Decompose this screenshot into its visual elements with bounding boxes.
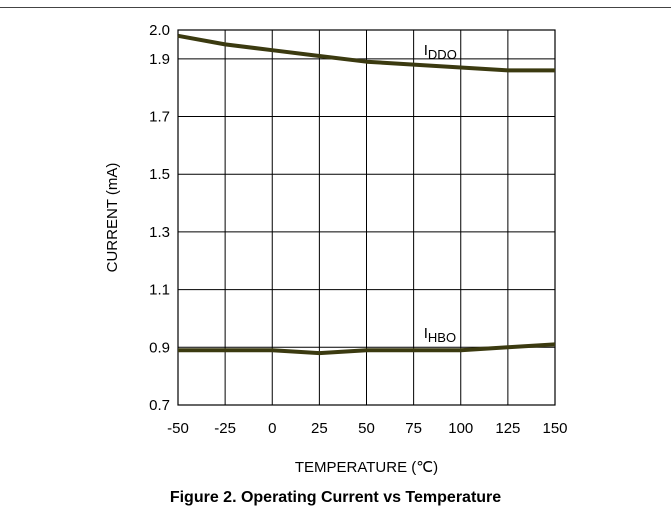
y-tick-label: 2.0 — [149, 22, 170, 39]
series-line-ddo — [177, 33, 555, 73]
chart-grid — [177, 29, 556, 406]
y-tick-label: 1.7 — [149, 109, 170, 126]
chart-ticks: -50 -25 0 25 50 75 100 125 150 0.7 0.9 1.1 1.3 1.5 1.7… — [149, 22, 567, 437]
y-axis-label: CURRENT (mA) — [104, 163, 121, 273]
x-axis-label: TEMPERATURE (℃) — [295, 459, 438, 476]
series-label-main: I — [424, 325, 428, 342]
figure-caption: Figure 2. Operating Current vs Temperatu… — [169, 489, 502, 506]
y-tick-label: 0.7 — [149, 397, 170, 414]
series-label-sub: HBO — [428, 330, 456, 345]
operating-current-chart: -50 -25 0 25 50 75 100 125 150 0.7 0.9 1.1 1.3 1.5 1.7… — [104, 22, 568, 476]
x-tick-label: 50 — [358, 420, 375, 437]
series-line-hbo — [178, 342, 556, 356]
x-tick-label: 150 — [542, 420, 567, 437]
y-tick-label: 1.3 — [149, 224, 170, 241]
x-tick-label: 0 — [268, 420, 276, 437]
top-rule — [0, 7, 671, 8]
chart-series — [177, 33, 556, 356]
series-label-ddo: IDDO — [424, 42, 457, 62]
y-tick-label: 0.9 — [149, 339, 170, 356]
x-tick-label: 100 — [448, 420, 473, 437]
x-tick-label: 25 — [311, 420, 328, 437]
x-tick-label: -50 — [167, 420, 189, 437]
series-label-main: I — [424, 42, 428, 59]
y-tick-label: 1.9 — [149, 51, 170, 68]
y-tick-label: 1.5 — [149, 166, 170, 183]
series-label-sub: DDO — [428, 47, 457, 62]
series-label-hbo: IHBO — [424, 325, 456, 345]
y-tick-label: 1.1 — [149, 282, 170, 299]
x-tick-label: 75 — [405, 420, 422, 437]
x-tick-label: 125 — [495, 420, 520, 437]
x-tick-label: -25 — [214, 420, 236, 437]
